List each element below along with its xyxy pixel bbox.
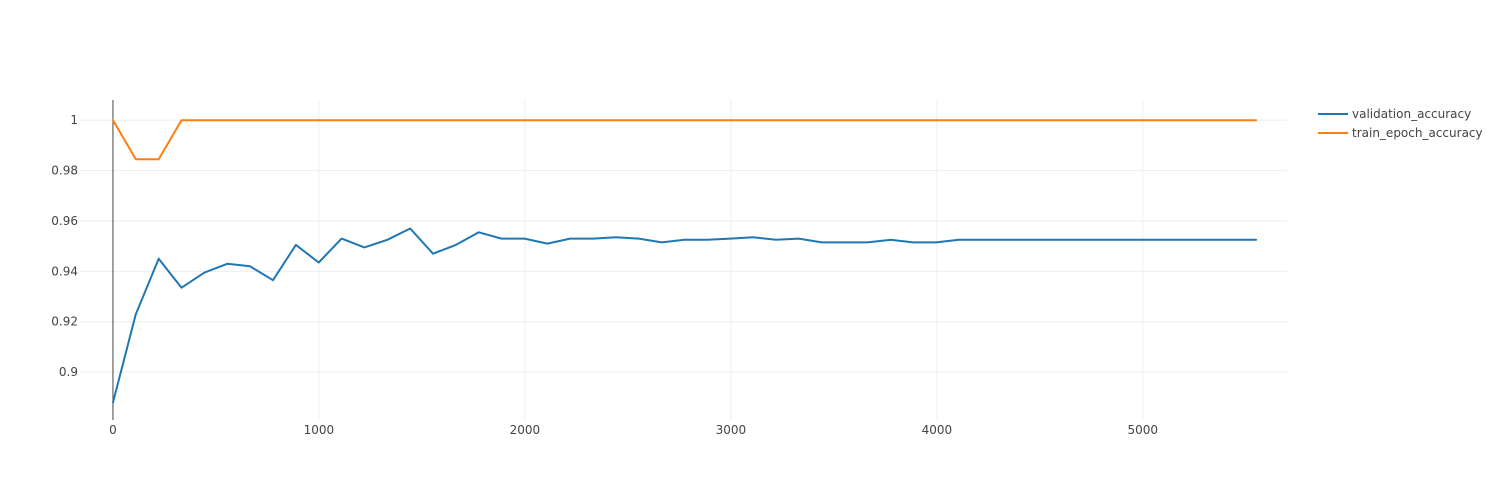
series-line-validation_accuracy	[112, 227, 1258, 404]
x-tick-label: 1000	[304, 423, 335, 437]
y-tick-label: 0.98	[51, 164, 78, 178]
x-tick-label: 5000	[1128, 423, 1159, 437]
legend[interactable]: validation_accuracy train_epoch_accuracy	[1318, 107, 1483, 140]
y-tick-label: 0.94	[51, 264, 78, 278]
y-tick-labels: 0.9 0.92 0.94 0.96 0.98 1	[51, 113, 78, 379]
x-tick-label: 3000	[716, 423, 747, 437]
y-tick-label: 0.92	[51, 315, 78, 329]
y-tick-label: 0.9	[59, 365, 78, 379]
x-tick-label: 0	[109, 423, 117, 437]
y-gridlines	[80, 119, 1287, 373]
legend-label: validation_accuracy	[1352, 107, 1471, 121]
legend-label: train_epoch_accuracy	[1352, 126, 1483, 140]
x-tick-labels: 0 1000 2000 3000 4000 5000	[109, 423, 1158, 437]
legend-item-validation_accuracy[interactable]: validation_accuracy	[1318, 107, 1471, 121]
y-tick-label: 0.96	[51, 214, 78, 228]
x-tick-label: 2000	[510, 423, 541, 437]
legend-item-train_epoch_accuracy[interactable]: train_epoch_accuracy	[1318, 126, 1483, 140]
x-tick-label: 4000	[922, 423, 953, 437]
series-line-train_epoch_accuracy	[112, 119, 1258, 161]
x-gridlines	[318, 100, 1144, 420]
series-layer	[112, 119, 1258, 404]
y-tick-label: 1	[70, 113, 78, 127]
